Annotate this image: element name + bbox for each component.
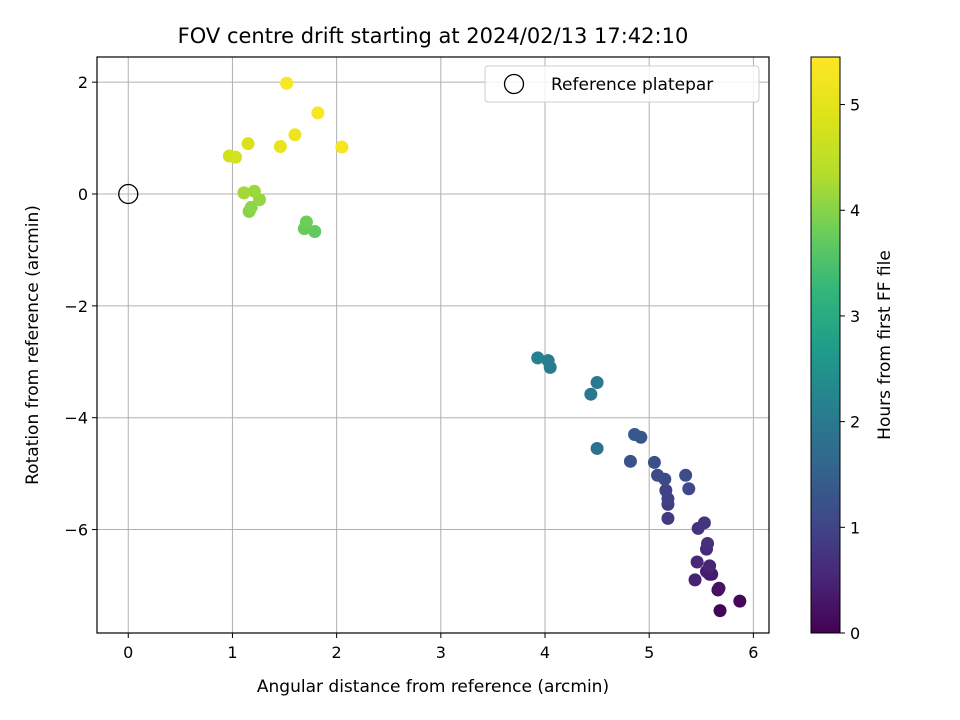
data-point (701, 537, 715, 551)
y-axis-label: Rotation from reference (arcmin) (23, 205, 43, 485)
data-point (690, 555, 704, 569)
data-point (288, 128, 302, 142)
data-point (229, 150, 243, 164)
data-point (651, 468, 665, 482)
data-point (679, 468, 693, 482)
x-tick-label: 2 (332, 643, 342, 662)
x-tick-label: 3 (436, 643, 446, 662)
colorbar-ticks: 0 1 2 3 4 5 (840, 96, 860, 643)
x-tick-label: 1 (227, 643, 237, 662)
data-point (280, 76, 294, 90)
data-point (590, 375, 604, 389)
colorbar-tick-label: 3 (850, 307, 860, 326)
data-point (688, 573, 702, 587)
data-point (628, 427, 642, 441)
y-tick-label: −6 (64, 521, 88, 540)
data-points (222, 76, 747, 618)
colorbar-tick-label: 0 (850, 624, 860, 643)
data-point (335, 140, 349, 154)
colorbar-tick-label: 2 (850, 413, 860, 432)
colorbar-label: Hours from first FF file (875, 250, 895, 440)
data-point (273, 139, 287, 153)
data-point (247, 184, 261, 198)
legend-box (484, 65, 760, 103)
x-tick-label: 6 (748, 643, 758, 662)
legend: Reference platepar (484, 65, 760, 103)
x-tick-label: 4 (540, 643, 550, 662)
data-point (531, 351, 545, 365)
y-tick-label: 2 (78, 73, 88, 92)
x-axis-ticks: 0 1 2 3 4 5 6 (123, 633, 758, 662)
x-tick-label: 5 (644, 643, 654, 662)
legend-entry-reference-platepar: Reference platepar (551, 75, 713, 95)
data-point (244, 200, 258, 214)
colorbar-tick-label: 5 (850, 96, 860, 115)
data-point (311, 106, 325, 120)
colorbar: 0 1 2 3 4 5 Hours from first FF file (810, 56, 895, 643)
y-axis-ticks: 2 0 −2 −4 −6 (64, 73, 97, 540)
plot-frame (96, 56, 770, 634)
x-tick-label: 0 (123, 643, 133, 662)
y-tick-label: −4 (64, 409, 88, 428)
colorbar-gradient (810, 56, 841, 634)
data-point (682, 482, 696, 496)
data-point (647, 455, 661, 469)
data-point (733, 594, 747, 608)
data-point (697, 516, 711, 530)
colorbar-tick-label: 4 (850, 201, 860, 220)
data-point (541, 354, 555, 368)
y-tick-label: −2 (64, 297, 88, 316)
data-point (299, 215, 313, 229)
data-point (713, 604, 727, 618)
x-axis-label: Angular distance from reference (arcmin) (257, 677, 609, 697)
data-point (237, 186, 251, 200)
data-point (703, 559, 717, 573)
reference-platepar-marker (118, 183, 139, 205)
data-point (661, 511, 675, 525)
data-point (712, 581, 726, 595)
y-tick-label: 0 (78, 185, 88, 204)
colorbar-tick-label: 1 (850, 518, 860, 537)
legend-marker-icon (503, 73, 525, 95)
grid-lines (97, 57, 769, 633)
data-point (590, 441, 604, 455)
data-point (241, 137, 255, 151)
data-point (623, 454, 637, 468)
data-point (584, 387, 598, 401)
data-point (659, 483, 673, 497)
chart-title: FOV centre drift starting at 2024/02/13 … (178, 24, 689, 48)
data-point (308, 224, 322, 238)
